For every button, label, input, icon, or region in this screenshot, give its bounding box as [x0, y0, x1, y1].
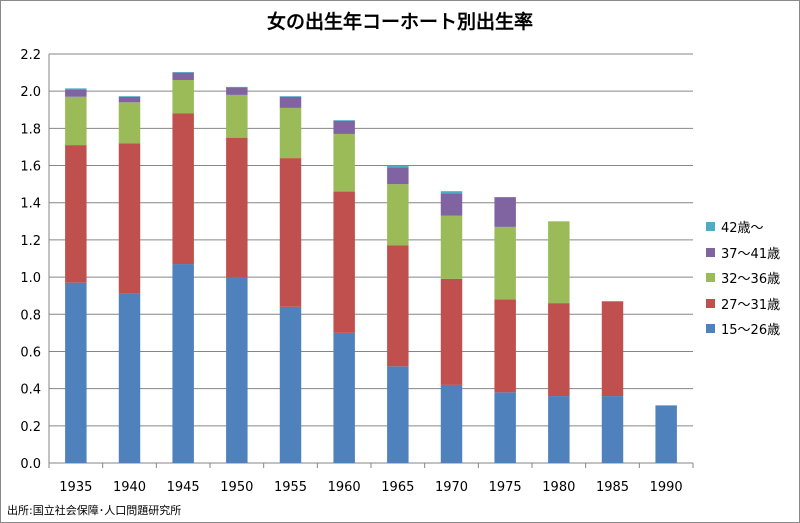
legend-item: 42歳～ [706, 214, 780, 240]
legend-item: 37～41歳 [706, 240, 780, 266]
bar-segment-1965-37～41歳 [387, 167, 409, 185]
x-tick-label: 1970 [435, 480, 468, 495]
bar-segment-1970-15～26歳 [440, 384, 463, 463]
x-tick-label: 1955 [274, 480, 307, 495]
bar-segment-1975-32～36歳 [494, 226, 516, 300]
bar-segment-1940-42歳～ [118, 96, 141, 98]
bar-segment-1950-15～26歳 [226, 277, 248, 463]
x-tick-label: 1950 [220, 480, 253, 495]
bar-segment-1985-15～26歳 [601, 396, 624, 463]
x-tick-label: 1945 [167, 480, 200, 495]
x-tick-label: 1960 [328, 480, 361, 495]
bar-segment-1965-42歳～ [387, 165, 409, 168]
bar-segment-1975-37～41歳 [494, 197, 516, 227]
bar-segment-1940-15～26歳 [118, 293, 141, 463]
legend-label: 32～36歳 [721, 272, 781, 288]
bar-segment-1975-15～26歳 [494, 392, 516, 463]
y-tick-label: 1.4 [20, 197, 41, 212]
y-tick-label: 0.6 [20, 345, 41, 360]
legend-item: 32～36歳 [706, 265, 780, 291]
y-tick-label: 2.2 [20, 48, 41, 63]
bar-segment-1945-42歳～ [172, 72, 194, 73]
bar-segment-1950-32～36歳 [226, 94, 248, 138]
legend-swatch [706, 273, 715, 283]
y-tick-label: 2.0 [20, 85, 41, 100]
bar-segment-1950-42歳～ [226, 86, 248, 88]
bar-segment-1945-27～31歳 [172, 113, 194, 265]
bar-segment-1935-42歳～ [65, 88, 87, 90]
y-tick-label: 0.0 [20, 457, 41, 472]
bar-segment-1980-32～36歳 [548, 221, 570, 304]
x-tick-label: 1985 [596, 480, 629, 495]
bar-segment-1945-37～41歳 [172, 72, 194, 81]
bar-segment-1955-37～41歳 [279, 96, 302, 108]
y-tick-label: 1.0 [20, 271, 41, 286]
legend-swatch [706, 298, 715, 308]
x-tick-label: 1975 [489, 480, 522, 495]
bar-segment-1970-37～41歳 [440, 193, 463, 216]
bar-segment-1985-27～31歳 [601, 301, 624, 397]
bar-segment-1960-42歳～ [333, 120, 355, 121]
y-tick-label: 1.8 [20, 122, 41, 137]
bar-segment-1945-32～36歳 [172, 80, 194, 114]
bar-segment-1935-15～26歳 [65, 282, 87, 463]
bar-segment-1935-37～41歳 [65, 89, 87, 97]
bar-segment-1965-32～36歳 [387, 184, 409, 246]
bar-segment-1940-37～41歳 [118, 96, 141, 103]
source-note: 出所:国立社会保障･人口問題研究所 [7, 504, 182, 517]
bar-segment-1980-27～31歳 [548, 303, 570, 397]
legend-label: 42歳～ [721, 221, 764, 237]
bar-segment-1955-42歳～ [279, 96, 302, 98]
x-tick-label: 1980 [542, 480, 575, 495]
bar-segment-1960-27～31歳 [333, 191, 355, 333]
legend-label: 15～26歳 [721, 323, 781, 339]
bar-segment-1945-15～26歳 [172, 264, 194, 463]
legend-swatch [706, 324, 715, 334]
legend-swatch [706, 222, 715, 232]
x-tick-label: 1965 [381, 480, 414, 495]
bar-segment-1950-37～41歳 [226, 87, 248, 95]
bar-segment-1940-32～36歳 [118, 102, 141, 144]
y-tick-label: 0.2 [20, 420, 41, 435]
x-tick-label: 1940 [113, 480, 146, 495]
bar-segment-1960-32～36歳 [333, 133, 355, 192]
legend-label: 37～41歳 [721, 246, 781, 262]
x-tick-label: 1990 [650, 480, 683, 495]
chart-title: 女の出生年コーホート別出生率 [266, 11, 533, 33]
bar-segment-1970-42歳～ [440, 191, 463, 194]
bar-segment-1935-32～36歳 [65, 96, 87, 146]
bar-segment-1990-15～26歳 [655, 405, 677, 463]
legend-item: 27～31歳 [706, 291, 780, 317]
y-tick-label: 0.8 [20, 308, 41, 323]
legend-item: 15～26歳 [706, 316, 780, 342]
bar-segment-1965-27～31歳 [387, 245, 409, 367]
bar-segment-1940-27～31歳 [118, 143, 141, 294]
bar-segment-1955-32～36歳 [279, 107, 302, 159]
bar-segment-1955-27～31歳 [279, 158, 302, 307]
bar-segment-1950-27～31歳 [226, 137, 248, 278]
bar-segment-1975-27～31歳 [494, 299, 516, 393]
bar-segment-1960-15～26歳 [333, 332, 355, 463]
y-tick-label: 1.2 [20, 234, 41, 249]
legend-label: 27～31歳 [721, 297, 781, 313]
legend-swatch [706, 247, 715, 257]
bar-segment-1960-37～41歳 [333, 120, 355, 134]
legend: 42歳～ 37～41歳 32～36歳 27～31歳 15～26歳 [706, 214, 780, 342]
bar-segment-1965-15～26歳 [387, 366, 409, 463]
x-tick-label: 1935 [59, 480, 92, 495]
y-tick-label: 0.4 [20, 383, 41, 398]
bar-segment-1935-27～31歳 [65, 145, 87, 283]
bar-segment-1970-32～36歳 [440, 215, 463, 279]
bar-segment-1955-15～26歳 [279, 306, 302, 463]
bar-segment-1980-15～26歳 [548, 396, 570, 463]
y-tick-label: 1.6 [20, 160, 41, 175]
bar-segment-1970-27～31歳 [440, 278, 463, 385]
